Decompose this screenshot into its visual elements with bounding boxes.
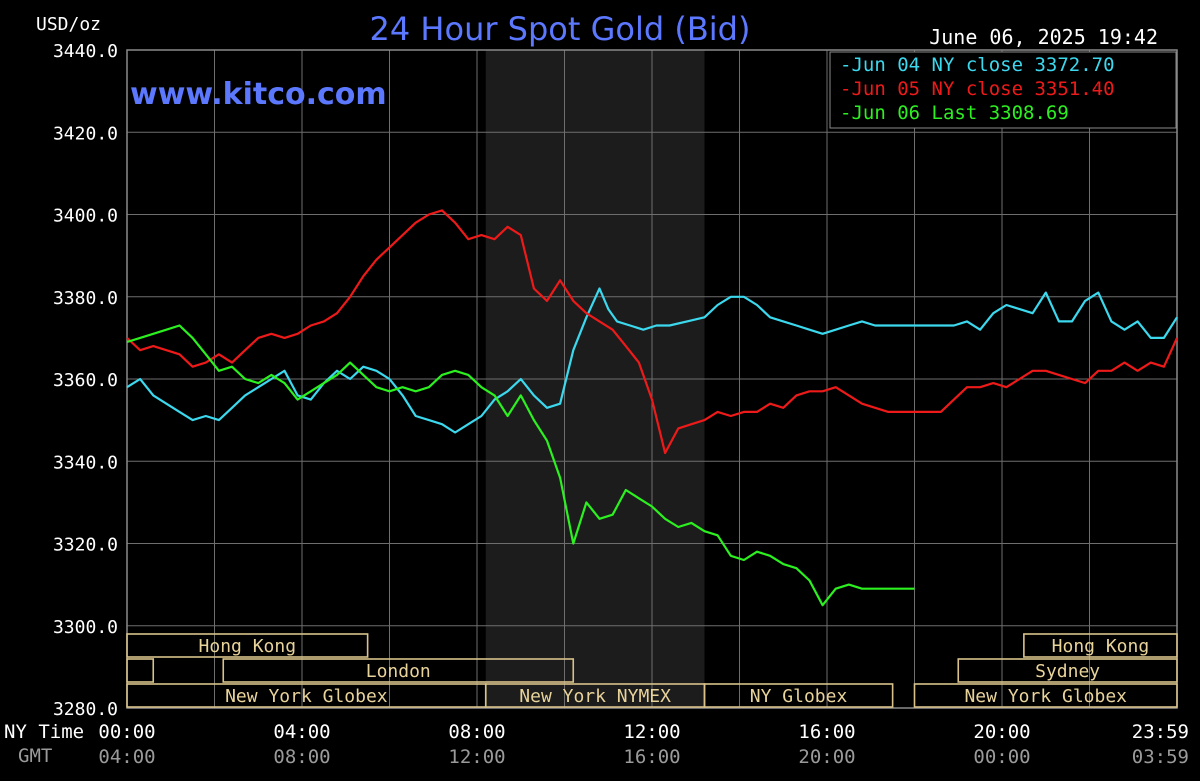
y-tick-label: 3320.0 bbox=[53, 535, 118, 556]
chart-title: 24 Hour Spot Gold (Bid) bbox=[370, 10, 751, 48]
session-label: Hong Kong bbox=[199, 636, 297, 657]
x-tick-ny: 12:00 bbox=[623, 721, 680, 743]
unit-label: USD/oz bbox=[36, 14, 101, 35]
y-tick-label: 3380.0 bbox=[53, 288, 118, 309]
legend-item-jun06: -Jun 06 Last 3308.69 bbox=[840, 102, 1069, 124]
x-tick-gmt: 04:00 bbox=[98, 746, 155, 768]
x-tick-ny: 08:00 bbox=[448, 721, 505, 743]
x-tick-gmt: 12:00 bbox=[448, 746, 505, 768]
y-tick-label: 3300.0 bbox=[53, 617, 118, 638]
session-label: London bbox=[366, 661, 431, 682]
x-tick-ny: 20:00 bbox=[973, 721, 1030, 743]
plot-border bbox=[126, 49, 1178, 709]
y-tick-label: 3280.0 bbox=[53, 699, 118, 720]
timestamp: June 06, 2025 19:42 bbox=[929, 25, 1158, 49]
x-tick-gmt: 20:00 bbox=[798, 746, 855, 768]
session-label: NY Globex bbox=[750, 686, 848, 707]
x-tick-gmt: 03:59 bbox=[1132, 746, 1189, 768]
session-box bbox=[126, 633, 369, 658]
x-tick-ny: 16:00 bbox=[798, 721, 855, 743]
session-box bbox=[703, 683, 894, 708]
x-axis-ticks: 00:00 04:00 04:00 08:00 08:00 12:00 12:00 16:00… bbox=[98, 721, 1189, 768]
y-tick-label: 3440.0 bbox=[53, 41, 118, 62]
legend-item-jun04: -Jun 04 NY close 3372.70 bbox=[840, 54, 1115, 76]
session-box bbox=[222, 658, 575, 683]
y-axis-ticks: 3440.0 3420.0 3400.0 3380.0 3360.0 3340.0 3320… bbox=[53, 41, 118, 720]
y-tick-label: 3340.0 bbox=[53, 452, 118, 473]
x-tick-gmt: 00:00 bbox=[973, 746, 1030, 768]
x-tick-ny: 04:00 bbox=[273, 721, 330, 743]
session-box bbox=[913, 683, 1178, 708]
x-tick-gmt: 08:00 bbox=[273, 746, 330, 768]
y-tick-label: 3400.0 bbox=[53, 206, 118, 227]
gmt-label: GMT bbox=[18, 745, 52, 767]
legend: -Jun 04 NY close 3372.70 -Jun 05 NY clos… bbox=[829, 51, 1177, 129]
series-line-jun05 bbox=[126, 209, 1179, 455]
session-label: New York Globex bbox=[225, 686, 388, 707]
grid-lines bbox=[126, 49, 1178, 709]
x-tick-ny: 00:00 bbox=[98, 721, 155, 743]
session-box bbox=[1023, 633, 1178, 658]
market-sessions: Hong Kong London New York Globex New York N… bbox=[126, 633, 1178, 708]
ny-time-label: NY Time bbox=[4, 721, 84, 743]
legend-box bbox=[829, 51, 1177, 129]
price-series bbox=[126, 209, 1179, 607]
session-label: Sydney bbox=[1035, 661, 1100, 682]
watermark: www.kitco.com bbox=[130, 77, 387, 112]
y-tick-label: 3420.0 bbox=[53, 123, 118, 144]
legend-item-jun05: -Jun 05 NY close 3351.40 bbox=[840, 78, 1115, 100]
session-label: Hong Kong bbox=[1052, 636, 1150, 657]
x-tick-gmt: 16:00 bbox=[623, 746, 680, 768]
x-tick-ny: 23:59 bbox=[1132, 721, 1189, 743]
session-label: New York NYMEX bbox=[519, 686, 671, 707]
series-line-jun06 bbox=[126, 324, 915, 607]
session-box bbox=[126, 658, 155, 683]
session-label: New York Globex bbox=[964, 686, 1127, 707]
y-tick-label: 3360.0 bbox=[53, 370, 118, 391]
session-box bbox=[957, 658, 1178, 683]
